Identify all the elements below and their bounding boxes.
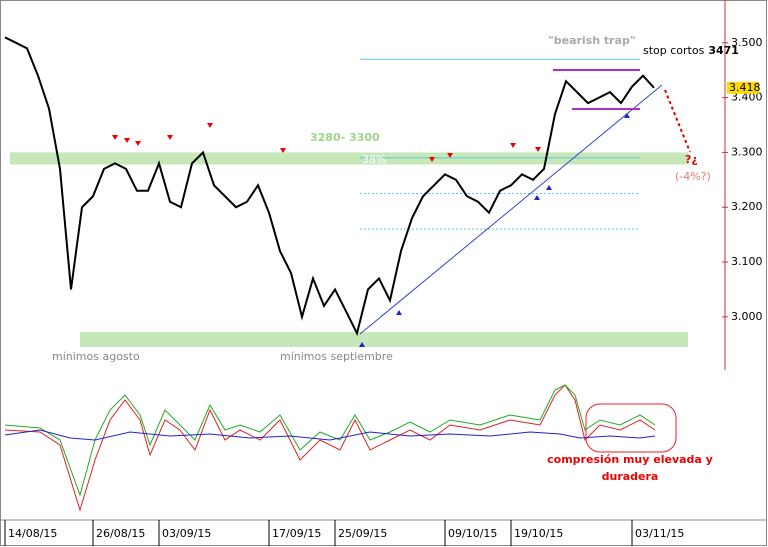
x-tick-label: 03/11/15 bbox=[635, 527, 684, 540]
price-tag-label: 3.418 bbox=[729, 81, 761, 94]
x-tick-label: 17/09/15 bbox=[272, 527, 321, 540]
question-label: ?¿ bbox=[685, 153, 698, 166]
y-tick-label: 3.300 bbox=[731, 145, 763, 158]
up-arrow bbox=[396, 310, 402, 315]
trend-line bbox=[359, 84, 663, 335]
up-arrow bbox=[546, 185, 552, 190]
price-tag bbox=[727, 81, 759, 94]
projection bbox=[664, 89, 691, 153]
y-tick-label: 3.000 bbox=[731, 310, 763, 323]
down-arrow bbox=[207, 123, 213, 128]
y-tick-label: 3.400 bbox=[731, 91, 763, 104]
up-arrow bbox=[624, 113, 630, 118]
price-line bbox=[4, 36, 655, 337]
down-arrow bbox=[167, 135, 173, 140]
x-tick-label: 26/08/15 bbox=[96, 527, 145, 540]
compression-circle bbox=[585, 403, 677, 453]
low-sep-label: mínimos septiembre bbox=[280, 350, 393, 363]
down-arrow bbox=[429, 157, 435, 162]
zone-label: 3280- 3300 bbox=[310, 131, 380, 144]
trap-label: "bearish trap" bbox=[548, 34, 636, 47]
down-arrow bbox=[535, 147, 541, 152]
x-tick-label: 19/10/15 bbox=[514, 527, 563, 540]
down-arrow bbox=[135, 141, 141, 146]
oscillator bbox=[4, 384, 656, 512]
down-arrow bbox=[510, 143, 516, 148]
compression-label: compresión muy elevada y bbox=[547, 453, 713, 466]
y-tick-label: 3.100 bbox=[731, 255, 763, 268]
low-aug-label: mínimos agosto bbox=[52, 350, 140, 363]
target-label: (-4%?) bbox=[675, 170, 711, 183]
down-arrow bbox=[112, 135, 118, 140]
y-tick-label: 3.200 bbox=[731, 200, 763, 213]
x-tick-label: 14/08/15 bbox=[8, 527, 57, 540]
support-zone bbox=[80, 332, 688, 347]
down-arrow bbox=[124, 138, 130, 143]
y-tick-label: 3.500 bbox=[731, 36, 763, 49]
down-arrow bbox=[447, 153, 453, 158]
stop-value: 3471 bbox=[708, 44, 739, 57]
stop-label: stop cortos 3471 bbox=[643, 44, 739, 57]
down-arrow bbox=[280, 148, 286, 153]
support-zone bbox=[10, 152, 688, 165]
x-tick-label: 25/09/15 bbox=[338, 527, 387, 540]
up-arrow bbox=[359, 342, 365, 347]
up-arrow bbox=[534, 195, 540, 200]
fib-label: 38% bbox=[362, 153, 386, 166]
x-tick-label: 09/10/15 bbox=[448, 527, 497, 540]
x-tick-label: 03/09/15 bbox=[162, 527, 211, 540]
compression-label: duradera bbox=[602, 470, 659, 483]
stop-text: stop cortos bbox=[643, 44, 705, 57]
